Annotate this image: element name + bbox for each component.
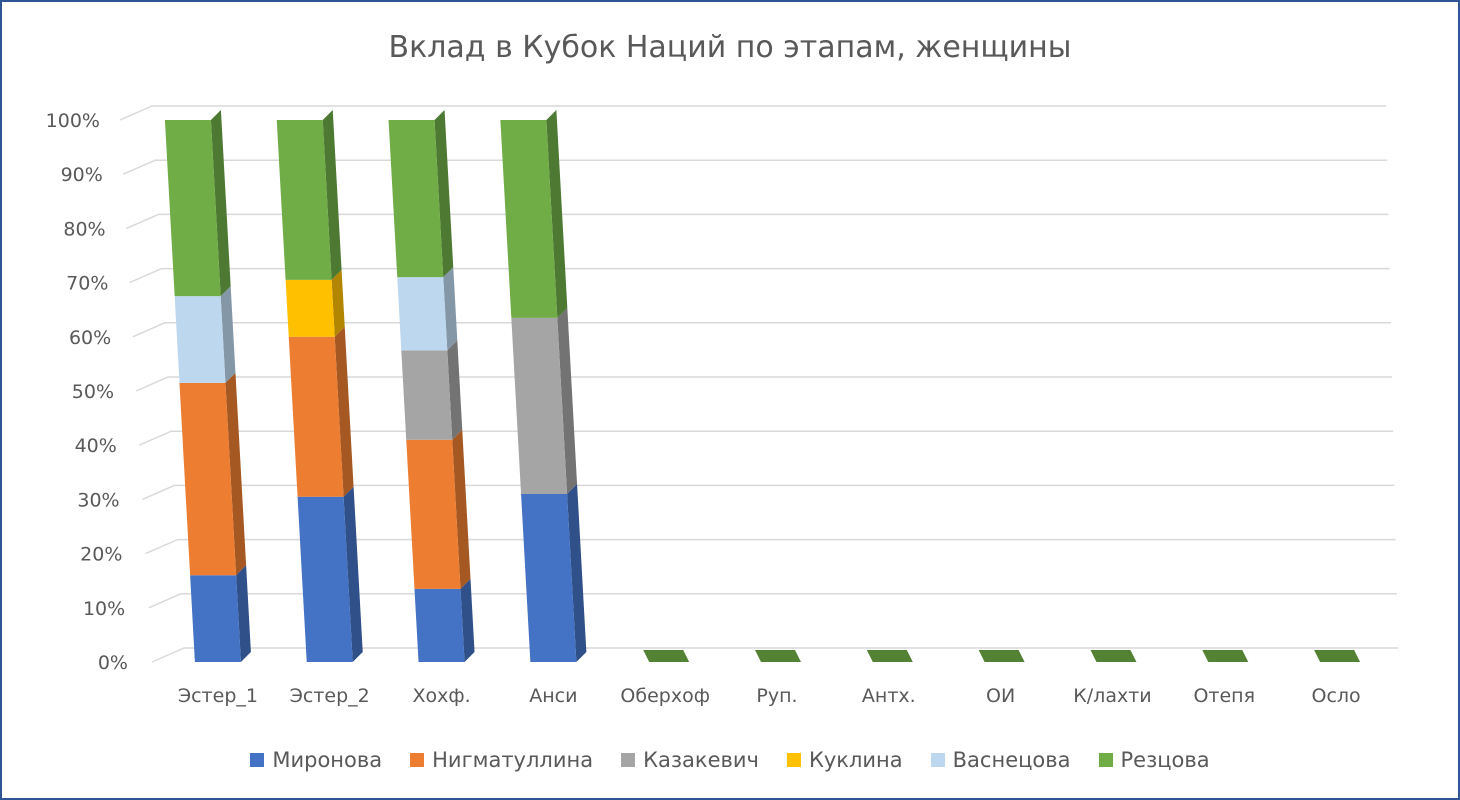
bar-segment	[521, 493, 577, 662]
bar-segment-side	[225, 372, 247, 576]
legend-item: Резцова	[1098, 748, 1210, 772]
x-tick-label: Руп.	[756, 685, 797, 707]
legend-item: Нигматуллина	[410, 748, 593, 772]
legend-label: Куклина	[808, 748, 903, 772]
bar-segment	[179, 382, 237, 576]
y-tick-label: 90%	[61, 164, 103, 186]
y-tick-label: 50%	[72, 381, 114, 403]
x-tick-label: Антх.	[862, 685, 916, 707]
bar-segment-side	[452, 429, 471, 589]
legend-item: Куклина	[786, 748, 903, 772]
gridline	[142, 484, 1395, 501]
gridline	[151, 647, 1398, 663]
y-tick-label: 20%	[80, 544, 122, 566]
legend-label: Нигматуллина	[432, 748, 594, 772]
y-tick-label: 30%	[77, 489, 119, 511]
x-axis-ticks: Эстер_1 Эстер_2 Хохф. Анси Оберхоф Руп. Антх. О…	[178, 685, 1361, 707]
gridline	[138, 430, 1394, 446]
legend-label: Васнецова	[952, 748, 1071, 772]
gridline	[119, 105, 1386, 121]
chart-legend: Миронова Нигматуллина Казакевич Куклина Васн…	[2, 748, 1458, 772]
bar-segment-side	[546, 110, 568, 318]
gridline	[122, 159, 1388, 175]
bar-empty-slab	[1314, 650, 1361, 662]
bar-segment	[288, 336, 344, 497]
bar-segment	[285, 279, 335, 337]
bar-segment	[297, 496, 353, 662]
bar-segment-side	[460, 578, 475, 662]
y-tick-label: 80%	[63, 218, 105, 240]
y-axis-ticks: 0% 10% 20% 30% 40% 50% 60% 70% 80% 90% 100%	[46, 110, 128, 674]
bar-segment-side	[567, 483, 587, 662]
legend-swatch	[621, 753, 636, 767]
bar-segment-side	[322, 110, 342, 280]
bar-segment	[414, 588, 465, 662]
legend-item: Васнецова	[930, 748, 1071, 772]
gridlines	[119, 105, 1398, 663]
gridline	[132, 322, 1391, 338]
x-tick-label: ОИ	[986, 685, 1015, 707]
bar-empty-slab	[978, 650, 1025, 662]
bar-segment-side	[220, 286, 236, 383]
y-tick-label: 70%	[66, 273, 108, 295]
bar-empty-slab	[755, 650, 801, 662]
y-tick-label: 10%	[83, 598, 125, 620]
bar-segment-side	[443, 267, 458, 351]
legend-item: Миронова	[250, 748, 382, 772]
bar-segment	[190, 575, 241, 662]
bar-segment	[406, 439, 461, 589]
bar-segment-side	[334, 326, 354, 497]
legend-swatch	[410, 753, 425, 767]
gridline	[148, 593, 1397, 609]
x-tick-label: Эстер_2	[290, 685, 370, 707]
x-tick-label: Эстер_1	[178, 685, 258, 707]
bar-segment	[164, 120, 221, 297]
bar-empty-slab	[643, 650, 690, 662]
x-tick-label: К/лахти	[1073, 685, 1151, 707]
bar-segment	[401, 350, 453, 440]
bar-segment-side	[236, 565, 251, 662]
legend-label: Казакевич	[643, 748, 759, 772]
bars	[164, 110, 1361, 662]
bar-segment	[276, 120, 332, 280]
x-tick-label: Отепя	[1193, 685, 1255, 707]
bar-segment	[388, 120, 444, 278]
bar-segment-side	[557, 307, 578, 494]
legend-swatch	[250, 753, 265, 767]
bar-segment-side	[210, 110, 231, 297]
bar-empty-slab	[1202, 650, 1249, 662]
y-tick-label: 60%	[69, 327, 111, 349]
y-tick-label: 100%	[46, 110, 100, 132]
x-tick-label: Осло	[1312, 685, 1361, 707]
legend-swatch	[930, 753, 945, 767]
bar-segment	[174, 296, 226, 383]
gridline	[129, 267, 1390, 284]
legend-swatch	[786, 753, 801, 767]
legend-item: Казакевич	[621, 748, 759, 772]
bar-segment-side	[447, 340, 463, 440]
x-tick-label: Оберхоф	[620, 685, 710, 707]
legend-label: Резцова	[1120, 748, 1210, 772]
y-tick-label: 40%	[75, 435, 117, 457]
bar-segment	[500, 120, 558, 318]
legend-swatch	[1098, 753, 1113, 767]
bar-segment	[511, 317, 568, 494]
bar-empty-slab	[866, 650, 913, 662]
bar-segment	[397, 277, 448, 351]
bar-segment-side	[331, 269, 345, 337]
legend-label: Миронова	[272, 748, 383, 772]
bar-empty-slab	[1090, 650, 1137, 662]
bar-segment-side	[343, 486, 363, 662]
bar-segment-side	[434, 110, 454, 278]
gridline	[126, 213, 1389, 230]
gridline	[135, 376, 1392, 392]
x-tick-label: Хохф.	[412, 685, 470, 707]
gridline	[145, 538, 1396, 555]
chart-title: Вклад в Кубок Наций по этапам, женщины	[388, 30, 1072, 65]
y-tick-label: 0%	[98, 652, 128, 674]
x-tick-label: Анси	[529, 685, 577, 707]
